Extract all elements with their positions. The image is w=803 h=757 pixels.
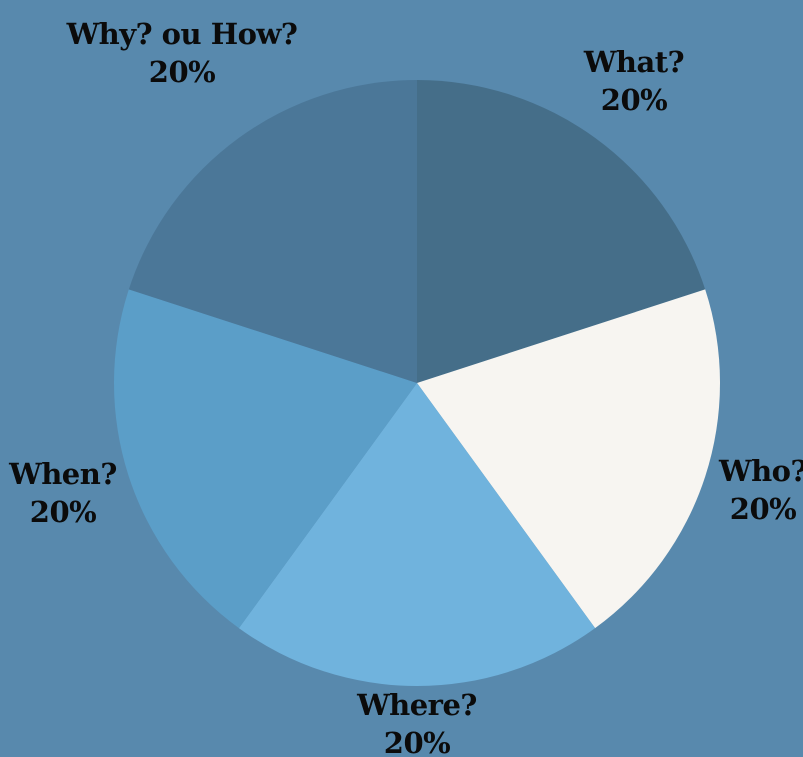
slice-category-label: Why? ou How? (66, 17, 298, 51)
slice-category-label: Who? (718, 454, 803, 488)
pie-labels: What? 20% Who? 20% Where? 20% When? 20% Why? ou … (8, 17, 803, 757)
pie-slice-what (417, 80, 706, 383)
slice-value-label: 20% (30, 495, 96, 529)
slice-category-label: When? (8, 457, 117, 491)
pie-slice-when (113, 289, 417, 629)
pie-slice-where (238, 383, 596, 686)
slice-category-label: What? (583, 45, 684, 79)
slice-value-label: 20% (384, 726, 450, 757)
slice-value-label: 20% (149, 55, 215, 89)
slice-value-label: 20% (730, 492, 796, 526)
slice-value-label: 20% (601, 83, 667, 117)
pie-slice-who (417, 289, 720, 629)
pie-slice-why-ou-how (128, 80, 417, 383)
slice-category-label: Where? (356, 688, 477, 722)
pie-slices (113, 80, 720, 686)
